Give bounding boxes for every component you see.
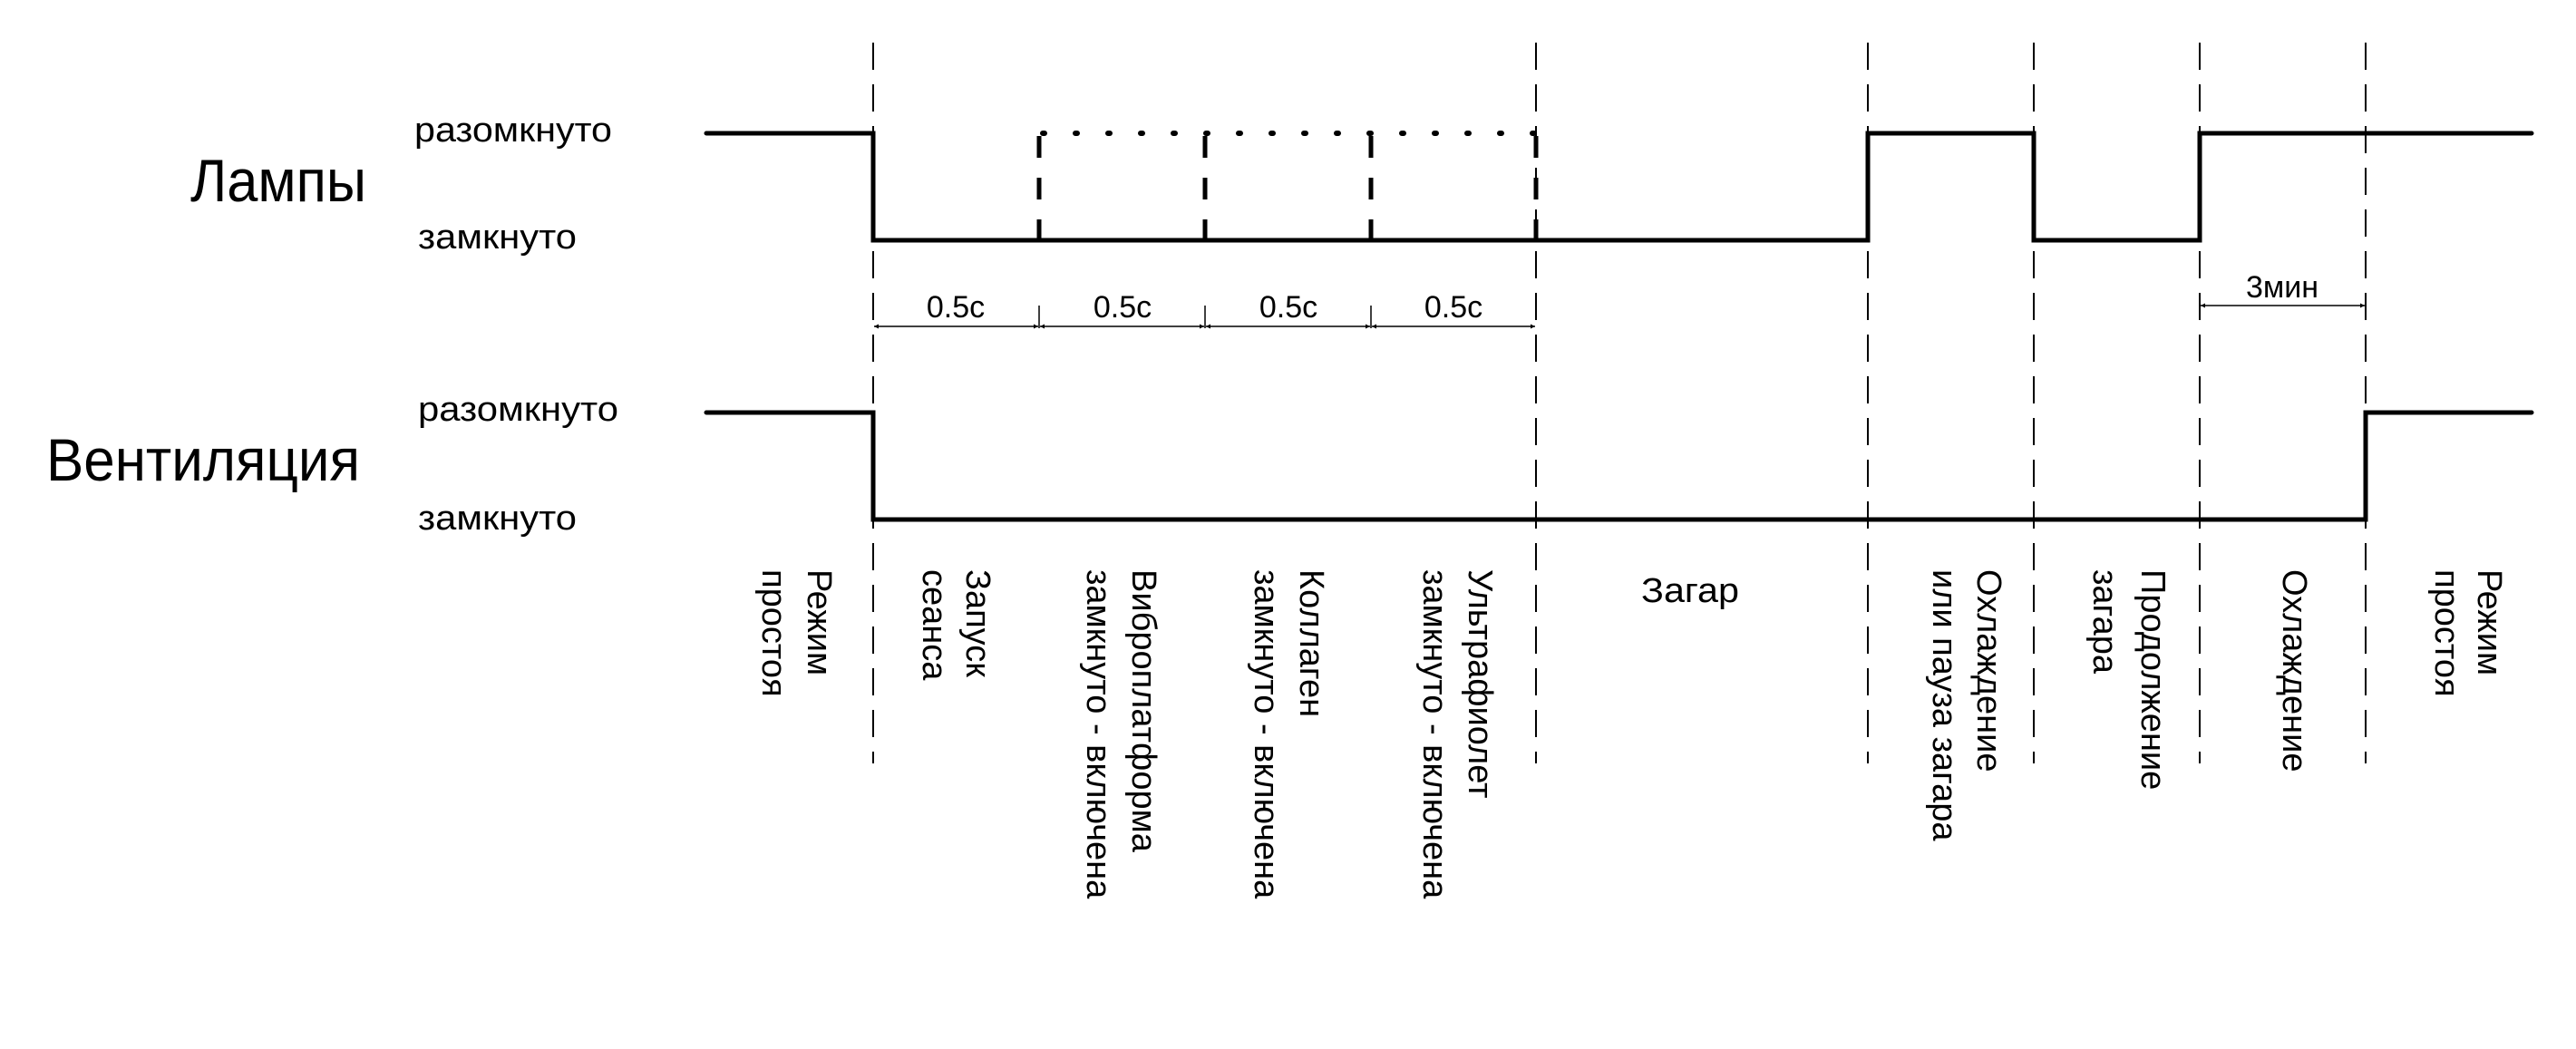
duration-label: 3мин [2246,270,2318,305]
phase-label-line: простоя [754,569,792,697]
phase-label-line: Продолжение [2134,569,2172,790]
duration-label: 0.5с [1094,290,1152,325]
phase-label-line: Запуск [958,569,996,677]
phase-label-line: Загар [1641,572,1739,610]
state-label-open: разомкнуто [418,391,618,429]
phase-labels: Режим простоя Запуск сеанса Виброплатфор… [754,569,2508,899]
phase-label-line: Коллаген [1292,569,1330,717]
phase-label-line: Охлаждение [2275,569,2313,772]
state-label-open: разомкнуто [414,112,612,150]
phase-dividers [872,43,2367,763]
phase-label-line: замкнуто - включена [1415,569,1453,899]
duration-label: 0.5с [927,290,985,325]
state-label-closed: замкнуто [418,219,577,257]
ventilation-waveform [704,410,2534,522]
phase-label-line: Виброплатформа [1124,569,1162,853]
signal-name-ventilation: Вентиляция [46,426,360,493]
phase-label-line: простоя [2427,569,2465,697]
phase-label-line: сеанса [915,569,953,681]
duration-dimensions: 0.5с 0.5с 0.5с 0.5с 3мин [874,270,2365,329]
phase-label-line: замкнуто - включена [1247,569,1285,899]
phase-label-line: Режим [800,569,838,675]
lamps-optional-pulses [1036,131,1539,240]
phase-label-line: Ультрафиолет [1461,569,1499,799]
phase-label-line: или пауза загара [1925,569,1963,841]
phase-label-line: Охлаждение [1969,569,2007,772]
phase-label-line: замкнуто - включена [1079,569,1117,899]
signal-name-lamps: Лампы [190,147,366,214]
phase-label-line: Режим [2470,569,2508,675]
state-label-closed: замкнуто [418,500,577,538]
duration-label: 0.5с [1259,290,1317,325]
lamps-waveform [704,131,2534,243]
phase-label-line: загара [2085,569,2124,675]
duration-label: 0.5с [1424,290,1482,325]
